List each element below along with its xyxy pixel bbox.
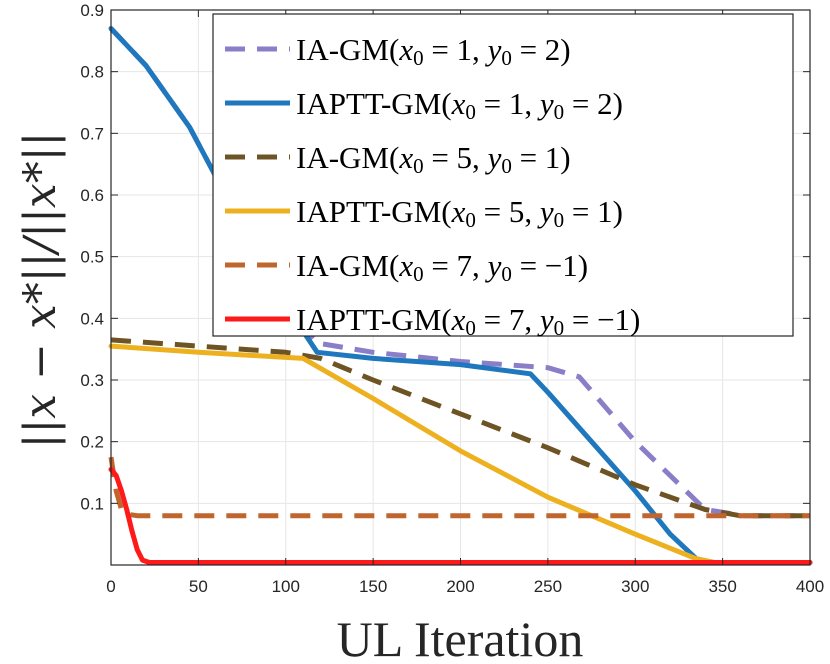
legend-label-part: x <box>451 194 466 229</box>
y-tick-label: 0.8 <box>80 63 104 82</box>
legend-label-part: y <box>485 140 502 175</box>
legend-label-part: 0 <box>554 316 565 340</box>
legend-label-part: x <box>398 32 413 67</box>
x-axis-label: UL Iteration <box>337 611 584 664</box>
y-tick-label: 0.3 <box>80 371 104 390</box>
legend-label-part: 0 <box>465 100 476 124</box>
x-tick-label: 100 <box>272 577 300 596</box>
x-tick-label: 0 <box>106 577 115 596</box>
legend-label-part: = 1, <box>476 86 540 121</box>
x-axis-ticks: 0 50 100 150 200 250 300 350 400 <box>106 10 824 596</box>
series-line-2-iaptt-gm-x0-1-y0-2 <box>108 26 813 565</box>
legend-label-6: IAPTT-GM(x0 = 7, y0 = −1) <box>296 302 640 340</box>
legend-label-part: = 5, <box>424 140 488 175</box>
legend-label-part: IA-GM( <box>296 248 399 283</box>
legend-label-part: x <box>398 140 413 175</box>
legend-label-1: IA-GM(x0 = 1, y0 = 2) <box>296 32 571 70</box>
legend-label-part: 0 <box>465 316 476 340</box>
y-axis-label: ||x − x*||/||x*|| <box>15 132 66 449</box>
legend-label-part: y <box>537 86 554 121</box>
legend-label-part: 0 <box>501 262 512 286</box>
x-tick-label: 350 <box>708 577 736 596</box>
series-line-3-ia-gm-x0-5-y0-1 <box>110 337 810 519</box>
legend-label-2: IAPTT-GM(x0 = 1, y0 = 2) <box>296 86 623 124</box>
legend-label-part: y <box>537 194 554 229</box>
legend-label-part: 0 <box>554 100 565 124</box>
legend-label-part: = 1) <box>512 140 571 175</box>
legend-label-part: x <box>451 86 466 121</box>
legend: IA-GM(x0 = 1, y0 = 2)IAPTT-GM(x0 = 1, y0… <box>212 13 794 340</box>
series-line-1-ia-gm-x0-1-y0-2 <box>109 26 810 519</box>
x-tick-label: 250 <box>534 577 562 596</box>
legend-label-part: IAPTT-GM( <box>296 302 452 337</box>
x-tick-label: 50 <box>189 577 208 596</box>
series-line-6-iaptt-gm-x0-7-y0-1 <box>108 466 813 565</box>
y-axis-ticks: 0.1 0.2 0.3 0.4 0.5 0.6 0.7 0.8 0.9 <box>80 1 810 513</box>
legend-label-part: IA-GM( <box>296 140 399 175</box>
legend-label-part: = 1, <box>424 32 488 67</box>
y-tick-label: 0.5 <box>80 248 104 267</box>
y-tick-label: 0.7 <box>80 124 104 143</box>
legend-label-part: 0 <box>501 46 512 70</box>
y-tick-label: 0.4 <box>80 309 104 328</box>
legend-label-4: IAPTT-GM(x0 = 5, y0 = 1) <box>296 194 623 232</box>
legend-label-part: IAPTT-GM( <box>296 86 452 121</box>
legend-label-part: = 1) <box>564 194 623 229</box>
legend-label-part: y <box>485 248 502 283</box>
legend-label-part: = −1) <box>564 302 640 337</box>
y-tick-label: 0.6 <box>80 186 104 205</box>
legend-label-part: IA-GM( <box>296 32 399 67</box>
legend-label-part: = 2) <box>512 32 571 67</box>
legend-label-part: 0 <box>465 208 476 232</box>
x-tick-label: 150 <box>359 577 387 596</box>
legend-label-5: IA-GM(x0 = 7, y0 = −1) <box>296 248 588 286</box>
legend-label-part: = 2) <box>564 86 623 121</box>
x-tick-label: 400 <box>796 577 824 596</box>
legend-label-part: = −1) <box>512 248 588 283</box>
x-tick-label: 300 <box>621 577 649 596</box>
legend-label-3: IA-GM(x0 = 5, y0 = 1) <box>296 140 571 178</box>
x-tick-label: 200 <box>446 577 474 596</box>
legend-label-part: 0 <box>413 154 424 178</box>
legend-label-part: 0 <box>554 208 565 232</box>
legend-label-part: y <box>537 302 554 337</box>
legend-label-part: 0 <box>501 154 512 178</box>
legend-label-part: = 5, <box>476 194 540 229</box>
legend-label-part: x <box>451 302 466 337</box>
legend-label-part: x <box>398 248 413 283</box>
y-tick-label: 0.1 <box>80 494 104 513</box>
legend-label-part: 0 <box>413 262 424 286</box>
y-tick-label: 0.9 <box>80 1 104 20</box>
y-tick-label: 0.2 <box>80 433 104 452</box>
legend-label-part: = 7, <box>424 248 488 283</box>
legend-label-part: y <box>485 32 502 67</box>
legend-label-part: 0 <box>413 46 424 70</box>
series-lines <box>108 26 813 565</box>
legend-box <box>212 13 794 337</box>
legend-label-part: IAPTT-GM( <box>296 194 452 229</box>
legend-label-part: = 7, <box>476 302 540 337</box>
